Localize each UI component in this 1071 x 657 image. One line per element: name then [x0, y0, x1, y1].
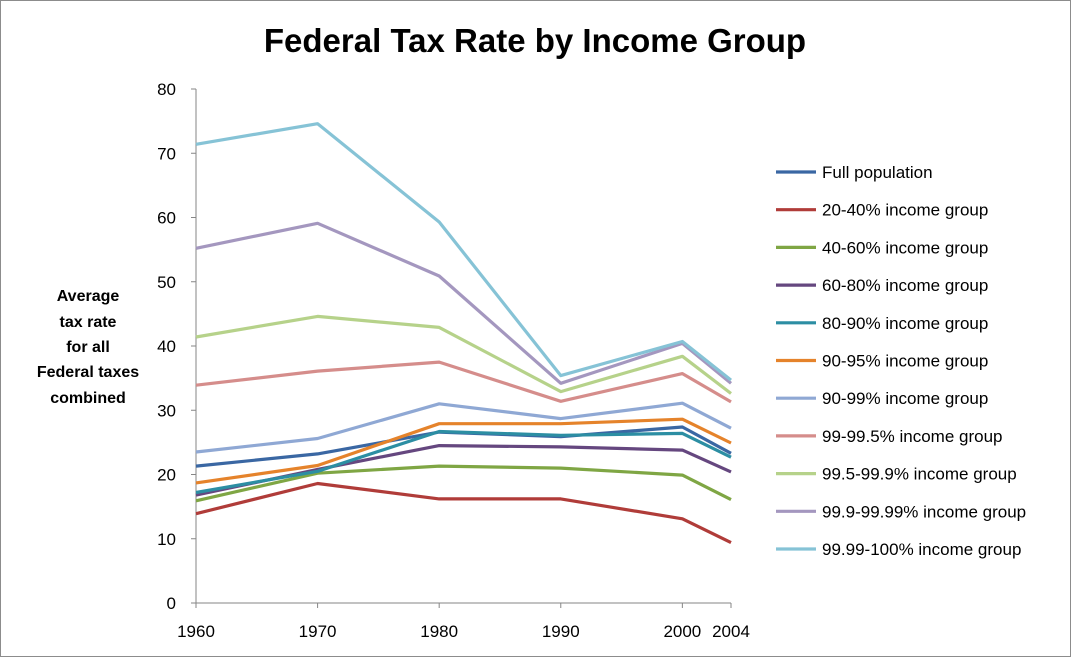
- y-axis-label-line: Federal taxes: [37, 364, 139, 381]
- series-line-3: [195, 464, 732, 503]
- y-axis-label: Average tax rate for all Federal taxes c…: [37, 288, 139, 407]
- legend-label: 99.9-99.99% income group: [822, 502, 1026, 521]
- series-line-5: [195, 429, 732, 495]
- series-lines: [195, 122, 733, 545]
- series-line-7: [195, 401, 732, 454]
- x-tick-label: 1980: [420, 622, 458, 641]
- y-tick-label: 0: [167, 594, 176, 613]
- y-axis-label-line: tax rate: [60, 314, 117, 331]
- x-tick-label: 1970: [299, 622, 337, 641]
- y-tick-label: 60: [157, 209, 176, 228]
- y-tick-label: 40: [157, 337, 176, 356]
- chart-title: Federal Tax Rate by Income Group: [264, 22, 806, 59]
- y-axis-label-line: combined: [50, 390, 126, 407]
- y-axis-label-line: for all: [66, 339, 110, 356]
- series-line-11: [195, 122, 732, 382]
- legend-label: 90-95% income group: [822, 352, 988, 371]
- series-line-6: [195, 417, 732, 485]
- legend-label: 60-80% income group: [822, 276, 988, 295]
- y-axis-ticks: 0 10 20 30 40 50 60 70 80: [157, 80, 196, 613]
- y-tick-label: 20: [157, 466, 176, 485]
- legend-label: 99-99.5% income group: [822, 427, 1003, 446]
- series-line-9: [195, 314, 732, 395]
- x-axis-ticks: 1960 1970 1980 1990 2000 2004: [177, 603, 750, 641]
- x-tick-label: 1990: [542, 622, 580, 641]
- legend-label: Full population: [822, 163, 933, 182]
- x-tick-label: 2000: [663, 622, 701, 641]
- y-tick-label: 80: [157, 80, 176, 99]
- legend-label: 99.99-100% income group: [822, 540, 1021, 559]
- legend-label: 40-60% income group: [822, 238, 988, 257]
- y-tick-label: 30: [157, 401, 176, 420]
- y-tick-label: 10: [157, 530, 176, 549]
- y-tick-label: 70: [157, 144, 176, 163]
- legend-label: 99.5-99.9% income group: [822, 465, 1017, 484]
- legend-label: 20-40% income group: [822, 201, 988, 220]
- legend-label: 80-90% income group: [822, 314, 988, 333]
- legend-label: 90-99% income group: [822, 389, 988, 408]
- legend: Full population 20-40% income group 40-60%…: [776, 163, 1026, 559]
- series-line-8: [195, 360, 732, 404]
- x-tick-label: 2004: [712, 622, 750, 641]
- series-line-2: [195, 481, 732, 545]
- series-line-10: [195, 221, 733, 385]
- y-axis-label-line: Average: [57, 288, 120, 305]
- x-tick-label: 1960: [177, 622, 215, 641]
- y-tick-label: 50: [157, 273, 176, 292]
